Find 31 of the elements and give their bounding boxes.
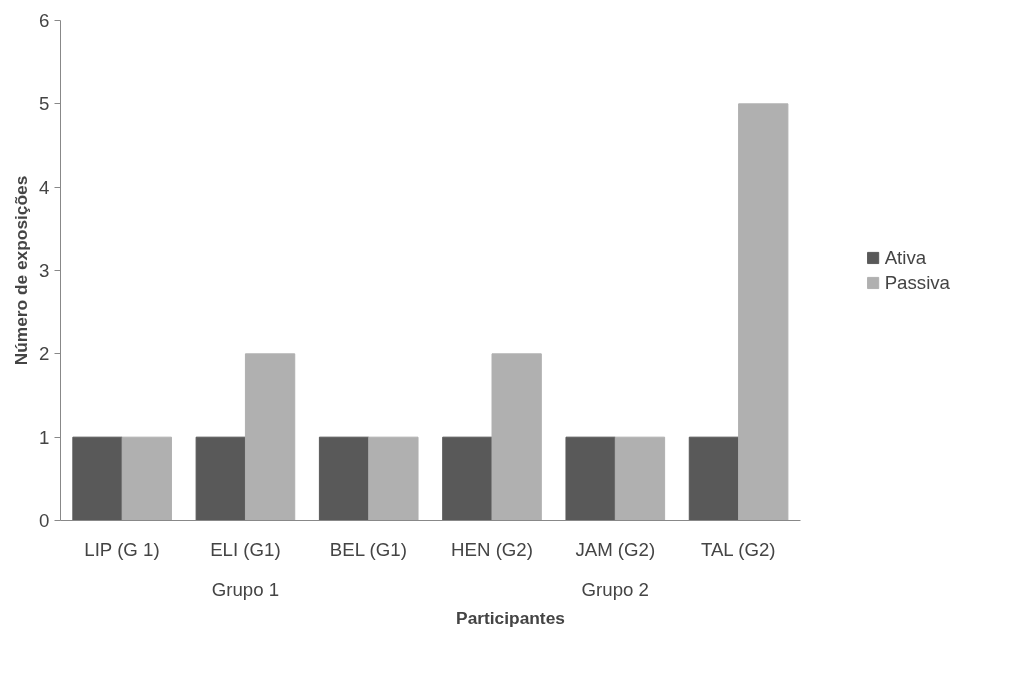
bar [614, 436, 666, 521]
y-tick-label: 3 [39, 260, 50, 281]
bar [491, 353, 542, 521]
bar [195, 436, 246, 521]
bar [688, 436, 740, 521]
x-axis-title: Participantes [456, 607, 565, 628]
y-tick-label: 4 [39, 176, 50, 198]
y-tick-label: 5 [39, 93, 50, 115]
text: Grupo 1 [211, 578, 280, 600]
x-tick-label: JAM (G2) [575, 538, 656, 560]
y-tick-label: 2 [39, 343, 50, 365]
text: Grupo 2 [581, 578, 650, 600]
y-tick-label: 1 [39, 426, 50, 448]
bar [244, 353, 296, 521]
bar [368, 436, 419, 521]
x-tick-label: TAL (G2) [700, 538, 776, 560]
x-tick-label: BEL (G1) [329, 538, 407, 560]
y-axis-title: Número de exposições [11, 175, 32, 366]
x-tick-label: LIP (G 1) [84, 538, 160, 560]
bar [121, 436, 172, 521]
bar [442, 436, 493, 521]
bar [565, 436, 616, 521]
y-tick-label: 6 [39, 10, 50, 31]
legend-label: Passiva [884, 271, 950, 294]
bar [738, 103, 789, 521]
legend-label: Ativa [884, 246, 927, 269]
x-tick-label: HEN (G2) [451, 538, 533, 560]
bar [72, 436, 123, 521]
y-tick-label: 0 [39, 510, 50, 531]
x-tick-label: ELI (G1) [210, 538, 281, 560]
bar [318, 436, 370, 521]
